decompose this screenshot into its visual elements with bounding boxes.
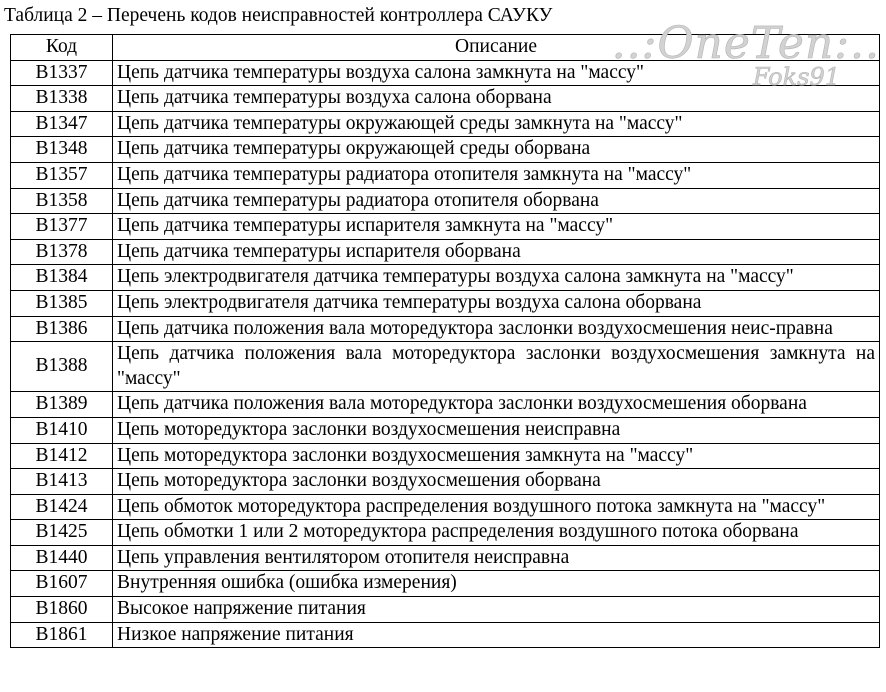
fault-code: B1348 <box>10 136 113 163</box>
header-description: Описание <box>112 34 880 61</box>
fault-description: Цепь обмотки 1 или 2 моторедуктора распр… <box>112 519 880 546</box>
header-code: Код <box>10 34 113 61</box>
table-row: B1412 Цепь моторедуктора заслонки воздухо… <box>10 442 880 470</box>
fault-description: Внутренняя ошибка (ошибка измерения) <box>112 570 880 598</box>
fault-description: Цепь электродвигателя датчика температур… <box>112 264 880 291</box>
fault-description: Цепь датчика температуры радиатора отопи… <box>112 161 880 189</box>
fault-code: B1425 <box>10 519 113 546</box>
table-row: B1377 Цепь датчика температуры испарителя… <box>10 213 880 240</box>
fault-code: B1357 <box>10 161 113 189</box>
table-row: B1389 Цепь датчика положения вала моторед… <box>10 391 880 418</box>
fault-code: B1607 <box>10 570 113 598</box>
fault-code: B1410 <box>10 416 113 444</box>
fault-description: Низкое напряжение питания <box>112 621 880 649</box>
fault-description: Цепь датчика температуры радиатора отопи… <box>112 187 880 215</box>
table-row: B1386 Цепь датчика положения вала моторед… <box>10 315 880 343</box>
fault-description: Цепь датчика температуры окружающей сред… <box>112 110 880 138</box>
fault-codes-table: Код Описание B1337 Цепь датчика температу… <box>10 34 880 649</box>
fault-description: Цепь датчика температуры воздуха салона … <box>112 59 880 87</box>
table-body: B1337 Цепь датчика температуры воздуха са… <box>10 59 880 649</box>
fault-code: B1388 <box>10 341 113 393</box>
table-row: B1388 Цепь датчика положения вала моторед… <box>10 341 880 393</box>
table-row: B1347 Цепь датчика температуры окружающей… <box>10 110 880 138</box>
fault-code: B1386 <box>10 315 113 343</box>
table-row: B1860 Высокое напряжение питания <box>10 596 880 623</box>
fault-code: B1358 <box>10 187 113 215</box>
table-row: B1440 Цепь управления вентилятором отопит… <box>10 544 880 572</box>
table-row: B1385 Цепь электродвигателя датчика темпе… <box>10 289 880 317</box>
fault-description: Цепь датчика положения вала моторедуктор… <box>112 391 880 418</box>
fault-description: Цепь датчика положения вала моторедуктор… <box>112 341 880 393</box>
fault-code: B1424 <box>10 493 113 521</box>
table-row: B1338 Цепь датчика температуры воздуха са… <box>10 85 880 112</box>
table-header-row: Код Описание <box>10 34 880 61</box>
table-caption: Таблица 2 – Перечень кодов неисправносте… <box>4 5 553 26</box>
fault-code: B1377 <box>10 213 113 240</box>
fault-description: Цепь электродвигателя датчика температур… <box>112 289 880 317</box>
fault-code: B1347 <box>10 110 113 138</box>
table-row: B1413 Цепь моторедуктора заслонки воздухо… <box>10 468 880 495</box>
fault-code: B1378 <box>10 238 113 266</box>
fault-description: Цепь обмоток моторедуктора распределения… <box>112 493 880 521</box>
fault-code: B1389 <box>10 391 113 418</box>
table-row: B1607 Внутренняя ошибка (ошибка измерения… <box>10 570 880 598</box>
fault-description: Цепь моторедуктора заслонки воздухосмеше… <box>112 416 880 444</box>
fault-description: Цепь датчика температуры испарителя замк… <box>112 213 880 240</box>
fault-description: Цепь датчика температуры воздуха салона … <box>112 85 880 112</box>
fault-code: B1440 <box>10 544 113 572</box>
fault-code: B1338 <box>10 85 113 112</box>
fault-description: Цепь моторедуктора заслонки воздухосмеше… <box>112 468 880 495</box>
fault-description: Цепь датчика положения вала моторедуктор… <box>112 315 880 343</box>
fault-code: B1861 <box>10 621 113 649</box>
fault-code: B1337 <box>10 59 113 87</box>
fault-description: Цепь моторедуктора заслонки воздухосмеше… <box>112 442 880 470</box>
table-row: B1861 Низкое напряжение питания <box>10 621 880 649</box>
table-row: B1424 Цепь обмоток моторедуктора распреде… <box>10 493 880 521</box>
table-row: B1410 Цепь моторедуктора заслонки воздухо… <box>10 416 880 444</box>
table-row: B1358 Цепь датчика температуры радиатора … <box>10 187 880 215</box>
fault-description: Цепь датчика температуры испарителя обор… <box>112 238 880 266</box>
table-row: B1425 Цепь обмотки 1 или 2 моторедуктора … <box>10 519 880 546</box>
table-row: B1357 Цепь датчика температуры радиатора … <box>10 161 880 189</box>
fault-code: B1385 <box>10 289 113 317</box>
fault-description: Цепь датчика температуры окружающей сред… <box>112 136 880 163</box>
fault-description: Цепь управления вентилятором отопителя н… <box>112 544 880 572</box>
fault-description: Высокое напряжение питания <box>112 596 880 623</box>
table-row: B1337 Цепь датчика температуры воздуха са… <box>10 59 880 87</box>
fault-code: B1384 <box>10 264 113 291</box>
table-row: B1348 Цепь датчика температуры окружающей… <box>10 136 880 163</box>
table-row: B1384 Цепь электродвигателя датчика темпе… <box>10 264 880 291</box>
fault-code: B1860 <box>10 596 113 623</box>
table-row: B1378 Цепь датчика температуры испарителя… <box>10 238 880 266</box>
fault-code: B1412 <box>10 442 113 470</box>
fault-code: B1413 <box>10 468 113 495</box>
